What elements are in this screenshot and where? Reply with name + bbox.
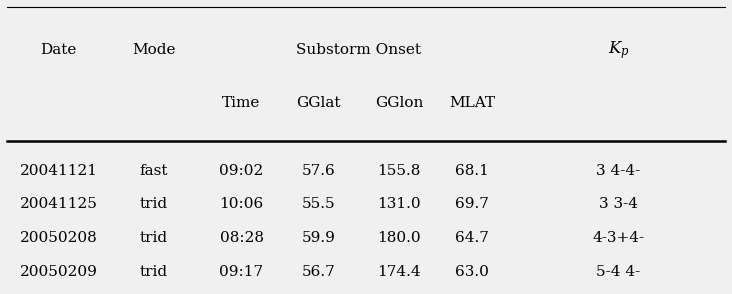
Text: Date: Date	[40, 43, 77, 57]
Text: 09:17: 09:17	[220, 265, 264, 279]
Text: 3 4-4-: 3 4-4-	[597, 163, 640, 178]
Text: 59.9: 59.9	[302, 231, 335, 245]
Text: 20050209: 20050209	[20, 265, 97, 279]
Text: 08:28: 08:28	[220, 231, 264, 245]
Text: $K_p$: $K_p$	[608, 39, 630, 61]
Text: GGlat: GGlat	[296, 96, 340, 110]
Text: 64.7: 64.7	[455, 231, 489, 245]
Text: Substorm Onset: Substorm Onset	[296, 43, 421, 57]
Text: 180.0: 180.0	[377, 231, 421, 245]
Text: 174.4: 174.4	[377, 265, 421, 279]
Text: trid: trid	[140, 231, 168, 245]
Text: 68.1: 68.1	[455, 163, 489, 178]
Text: 55.5: 55.5	[302, 197, 335, 211]
Text: MLAT: MLAT	[449, 96, 495, 110]
Text: 20050208: 20050208	[20, 231, 97, 245]
Text: trid: trid	[140, 265, 168, 279]
Text: 56.7: 56.7	[302, 265, 335, 279]
Text: 63.0: 63.0	[455, 265, 489, 279]
Text: 20041125: 20041125	[20, 197, 97, 211]
Text: 57.6: 57.6	[302, 163, 335, 178]
Text: fast: fast	[140, 163, 168, 178]
Text: 3 3-4: 3 3-4	[599, 197, 638, 211]
Text: 155.8: 155.8	[377, 163, 421, 178]
Text: 09:02: 09:02	[220, 163, 264, 178]
Text: 20041121: 20041121	[20, 163, 97, 178]
Text: 10:06: 10:06	[220, 197, 264, 211]
Text: 4-3+4-: 4-3+4-	[592, 231, 645, 245]
Text: GGlon: GGlon	[375, 96, 423, 110]
Text: 5-4 4-: 5-4 4-	[597, 265, 640, 279]
Text: trid: trid	[140, 197, 168, 211]
Text: Time: Time	[223, 96, 261, 110]
Text: 131.0: 131.0	[377, 197, 421, 211]
Text: 69.7: 69.7	[455, 197, 489, 211]
Text: Mode: Mode	[132, 43, 176, 57]
